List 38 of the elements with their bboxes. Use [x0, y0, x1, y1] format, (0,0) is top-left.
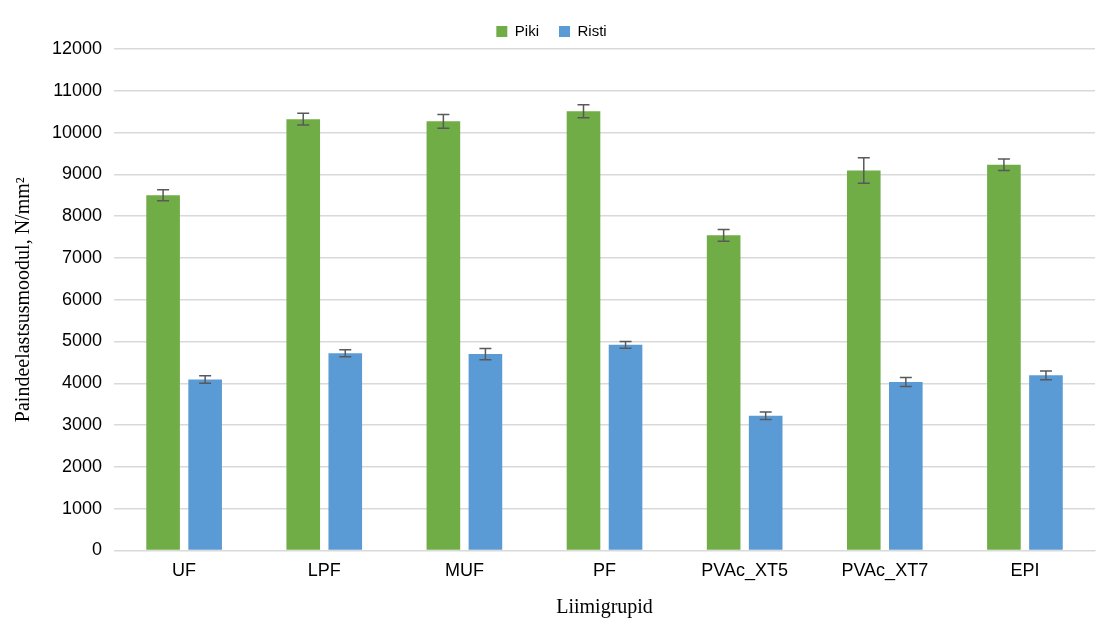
y-tick-label: 0	[92, 539, 103, 560]
x-tick-label: UF	[172, 560, 197, 581]
y-tick-label: 2000	[62, 455, 103, 476]
bar	[468, 354, 503, 550]
bar	[188, 379, 222, 550]
bar	[748, 415, 783, 550]
bar	[146, 195, 180, 550]
y-tick-label: 10000	[51, 121, 103, 142]
y-axis-title: Paindeelastsusmoodul, N/mm²	[11, 177, 34, 423]
y-tick-label: 1000	[62, 497, 103, 518]
y-tick-label: 6000	[62, 288, 103, 309]
x-tick-label: PVAc_XT5	[701, 560, 789, 582]
y-tick-label: 3000	[62, 414, 103, 435]
x-axis-title: Liimigrupid	[556, 595, 653, 619]
bar	[889, 382, 923, 550]
x-tick-label: EPI	[1010, 560, 1040, 581]
bar	[608, 344, 643, 550]
legend-label: Piki	[514, 21, 539, 39]
bar	[328, 353, 363, 550]
bar	[426, 121, 461, 550]
bar	[286, 119, 321, 550]
y-tick-label: 12000	[51, 37, 103, 58]
y-tick-label: 8000	[62, 205, 103, 226]
y-tick-label: 7000	[62, 246, 103, 267]
y-tick-label: 9000	[62, 163, 103, 184]
x-tick-label: LPF	[307, 560, 341, 581]
bar	[846, 170, 881, 550]
bar	[1029, 375, 1063, 550]
bar	[706, 235, 741, 550]
y-tick-label: 5000	[62, 330, 103, 351]
x-tick-label: PF	[593, 560, 617, 581]
bar	[566, 111, 601, 550]
x-tick-label: MUF	[444, 560, 484, 581]
legend-label: Risti	[577, 21, 607, 39]
y-tick-label: 4000	[62, 372, 103, 393]
y-tick-label: 11000	[53, 79, 103, 100]
bar	[987, 164, 1021, 550]
x-tick-label: PVAc_XT7	[841, 560, 929, 582]
